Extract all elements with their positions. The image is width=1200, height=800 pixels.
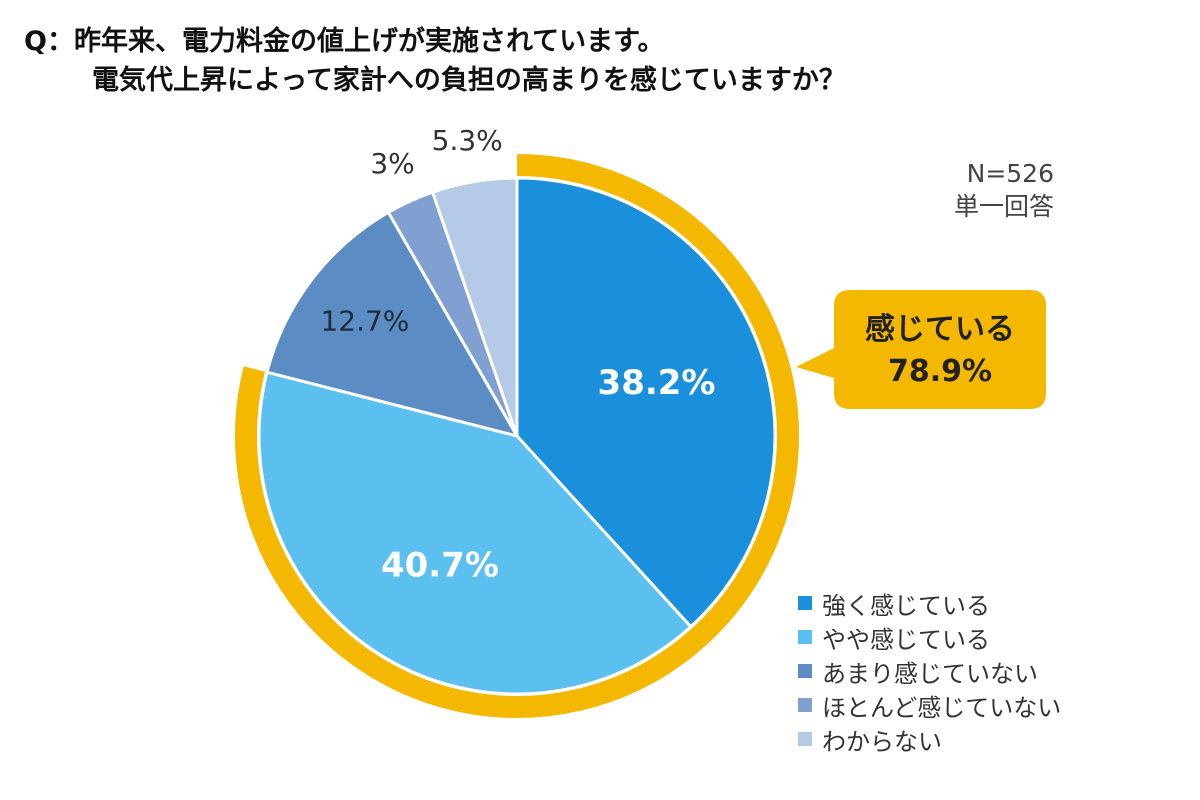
slice-label: 5.3% xyxy=(432,124,503,157)
legend-swatch xyxy=(798,664,812,678)
callout-bubble: 感じている 78.9% xyxy=(796,290,1046,409)
highlight-ring-arc xyxy=(235,154,799,718)
slice-label: 38.2% xyxy=(598,363,716,403)
legend-swatch xyxy=(798,596,812,610)
legend-label: ほとんど感じていない xyxy=(822,693,1062,722)
question-line-2: 電気代上昇によって家計への負担の高まりを感じていますか？ xyxy=(92,65,846,97)
callout-value: 78.9% xyxy=(888,354,992,389)
callout-shape xyxy=(796,290,1046,409)
legend-item: わからない xyxy=(798,722,1061,756)
legend-swatch xyxy=(798,732,812,746)
sample-info: N=526 単一回答 xyxy=(954,157,1054,223)
legend-swatch xyxy=(798,630,812,644)
legend-item: 強く感じている xyxy=(798,586,1061,620)
legend-item: やや感じている xyxy=(798,620,1061,654)
question-line-1: Q：昨年来、電力料金の値上げが実施されています。 xyxy=(24,26,665,57)
answer-type: 単一回答 xyxy=(953,192,1054,221)
legend-label: わからない xyxy=(822,727,942,756)
legend-item: あまり感じていない xyxy=(798,654,1061,688)
pie-slice xyxy=(265,210,521,439)
callout-label: 感じている xyxy=(865,312,1015,347)
pie-slice xyxy=(515,176,777,629)
highlight-ring xyxy=(235,154,799,718)
legend-label: 強く感じている xyxy=(822,591,990,620)
slice-label: 40.7% xyxy=(381,546,499,586)
legend-label: やや感じている xyxy=(822,625,990,654)
legend: 強く感じている やや感じているあまり感じていない ほとんど感じていない わからない xyxy=(798,586,1061,756)
slice-label: 3% xyxy=(370,147,414,180)
slice-labels: 38.2% 40.7% 12.7% 3% 5.3% xyxy=(320,124,715,585)
slice-label: 12.7% xyxy=(320,305,409,338)
legend-label: あまり感じていない xyxy=(822,659,1038,688)
question-title: Q：昨年来、電力料金の値上げが実施されています。 電気代上昇によって家計への負担… xyxy=(24,22,846,100)
legend-swatch xyxy=(798,698,812,712)
sample-size: N=526 xyxy=(966,159,1054,188)
legend-item: ほとんど感じていない xyxy=(798,688,1061,722)
pie-slice xyxy=(430,176,519,437)
pie-slice xyxy=(257,370,693,696)
pie-slices xyxy=(257,176,777,696)
